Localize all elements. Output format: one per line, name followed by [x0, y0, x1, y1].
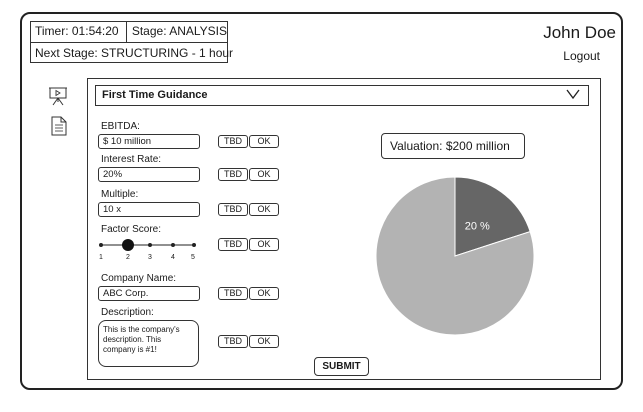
interest-rate-input[interactable]: 20% — [98, 167, 200, 182]
ebitda-label: EBITDA: — [101, 121, 140, 132]
logout-link[interactable]: Logout — [563, 49, 600, 63]
description-label: Description: — [101, 307, 154, 318]
document-icon[interactable] — [51, 116, 67, 141]
presentation-icon[interactable] — [48, 86, 68, 111]
interest-rate-label: Interest Rate: — [101, 154, 162, 165]
chevron-down-icon[interactable] — [566, 88, 580, 103]
factor-tick-5: 5 — [191, 254, 195, 261]
factor-score-slider[interactable]: 1 2 3 4 5 — [98, 236, 200, 266]
factor-tick-4: 4 — [171, 254, 175, 261]
submit-button[interactable]: SUBMIT — [314, 357, 369, 376]
factor-score-tbd-button[interactable]: TBD — [218, 238, 248, 251]
user-name: John Doe — [543, 23, 616, 42]
pie-slice-1 — [454, 176, 531, 257]
multiple-ok-button[interactable]: OK — [249, 203, 279, 216]
pie-slice-label: 20 % — [465, 220, 490, 232]
pie-slice-2 — [375, 176, 535, 336]
main-panel — [87, 78, 601, 380]
status-box: Timer: 01:54:20 Stage: ANALYSIS Next Sta… — [30, 21, 234, 63]
stage-text: Stage: ANALYSIS — [131, 24, 227, 38]
valuation-label: Valuation: $200 million — [381, 133, 525, 159]
factor-score-label: Factor Score: — [101, 224, 162, 235]
interest-rate-tbd-button[interactable]: TBD — [218, 168, 248, 181]
factor-tick-3: 3 — [148, 254, 152, 261]
valuation-pie-chart: 20 % — [375, 176, 535, 336]
description-ok-button[interactable]: OK — [249, 335, 279, 348]
multiple-input[interactable]: 10 x — [98, 202, 200, 217]
next-stage-text: Next Stage: STRUCTURING - 1 hour — [35, 46, 234, 60]
multiple-tbd-button[interactable]: TBD — [218, 203, 248, 216]
factor-tick-2: 2 — [126, 254, 130, 261]
timer-text: Timer: 01:54:20 — [31, 22, 127, 42]
ebitda-input[interactable]: $ 10 million — [98, 134, 200, 149]
factor-tick-1: 1 — [99, 254, 103, 261]
description-tbd-button[interactable]: TBD — [218, 335, 248, 348]
ebitda-ok-button[interactable]: OK — [249, 135, 279, 148]
company-name-label: Company Name: — [101, 273, 177, 284]
multiple-label: Multiple: — [101, 189, 139, 200]
company-name-tbd-button[interactable]: TBD — [218, 287, 248, 300]
description-textarea[interactable]: This is the company's description. This … — [98, 320, 199, 367]
guidance-title: First Time Guidance — [102, 89, 208, 101]
factor-score-ok-button[interactable]: OK — [249, 238, 279, 251]
interest-rate-ok-button[interactable]: OK — [249, 168, 279, 181]
app-frame — [20, 12, 623, 390]
company-name-input[interactable]: ABC Corp. — [98, 286, 200, 301]
ebitda-tbd-button[interactable]: TBD — [218, 135, 248, 148]
guidance-dropdown[interactable]: First Time Guidance — [95, 85, 589, 106]
company-name-ok-button[interactable]: OK — [249, 287, 279, 300]
